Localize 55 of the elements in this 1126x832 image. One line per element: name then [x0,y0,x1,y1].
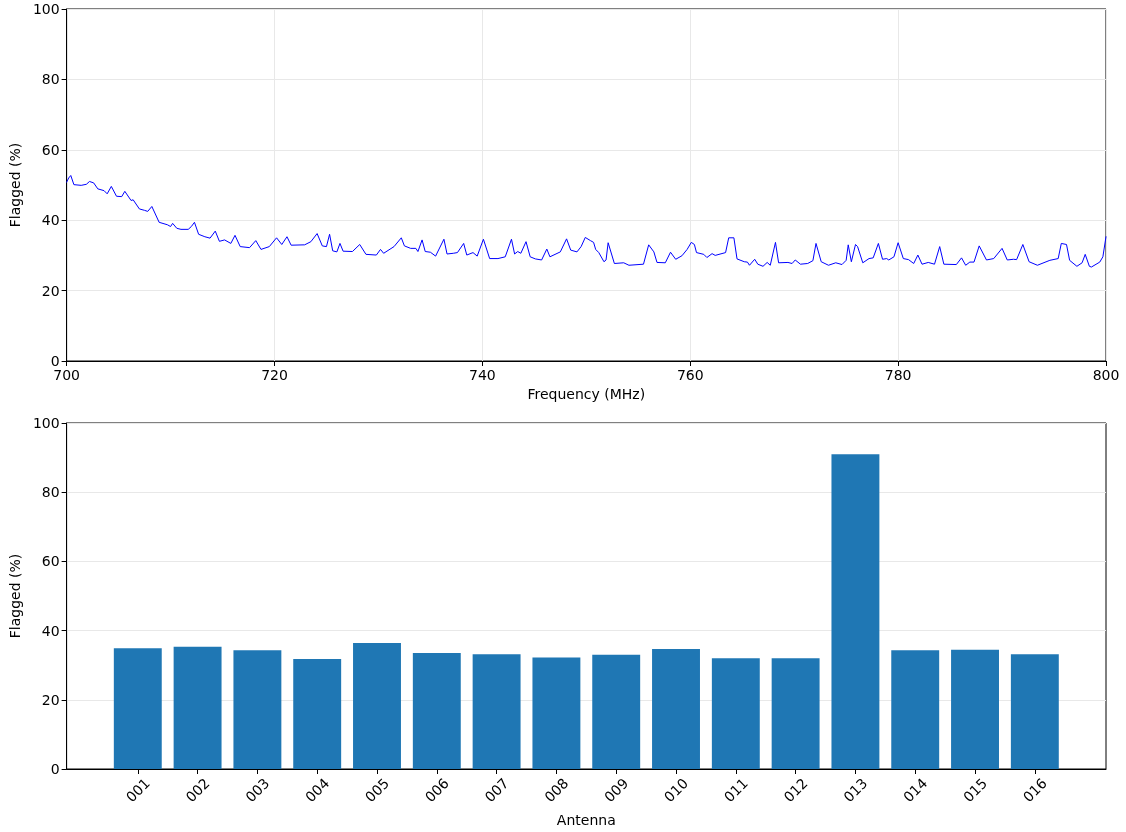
x-tick-label: 001 [122,774,153,806]
y-tick-label: 40 [41,212,60,229]
x-tick-label: 700 [53,367,80,383]
x-tick-label: 008 [541,774,572,806]
x-tick-label: 010 [660,774,692,806]
x-axis-title: Frequency (MHz) [527,385,646,402]
y-tick-label: 40 [41,622,60,639]
x-tick-label: 760 [676,367,704,383]
bar [412,653,461,769]
y-tick-label: 100 [32,415,60,431]
y-axis-title: Flagged (%) [7,142,23,228]
bar [891,650,940,769]
x-tick-label: 002 [182,774,213,806]
bar [711,658,760,769]
y-tick-label: 80 [41,484,60,501]
x-tick-label: 004 [302,774,333,806]
line-series [66,175,1107,268]
bar [532,657,581,769]
bar [293,658,342,769]
bar [173,646,222,769]
x-tick-label: 014 [900,774,931,806]
bar [652,648,700,769]
x-tick-label: 013 [840,774,871,806]
x-axis-title: Antenna [556,812,616,828]
x-tick-label: 005 [361,774,393,806]
x-tick-label: 740 [469,367,496,383]
bar [1010,654,1059,769]
x-tick-label: 003 [242,774,273,806]
x-tick-label: 009 [601,774,632,806]
x-tick-label: 006 [421,774,452,806]
y-tick-label: 60 [41,141,60,158]
x-tick-label: 780 [884,367,912,383]
y-tick-label: 0 [50,761,60,777]
bar [771,658,820,769]
bar [831,454,880,769]
bar [951,649,999,769]
x-tick-label: 016 [1019,774,1050,806]
bar [233,650,282,769]
y-tick-label: 0 [50,353,60,369]
x-tick-label: 012 [780,774,811,806]
y-tick-label: 20 [41,691,60,708]
x-tick-label: 011 [720,774,751,806]
bar [353,643,401,769]
x-tick-label: 015 [959,774,991,806]
x-tick-label: 800 [1092,367,1120,383]
bar [472,654,521,769]
bar [592,654,641,769]
y-tick-label: 20 [41,282,60,299]
y-tick-label: 100 [32,1,60,17]
x-tick-label: 720 [261,367,288,383]
y-axis-title: Flagged (%) [7,553,23,639]
x-tick-label: 007 [481,774,512,806]
y-tick-label: 80 [41,71,60,88]
bar [113,648,162,769]
y-tick-label: 60 [41,553,60,570]
